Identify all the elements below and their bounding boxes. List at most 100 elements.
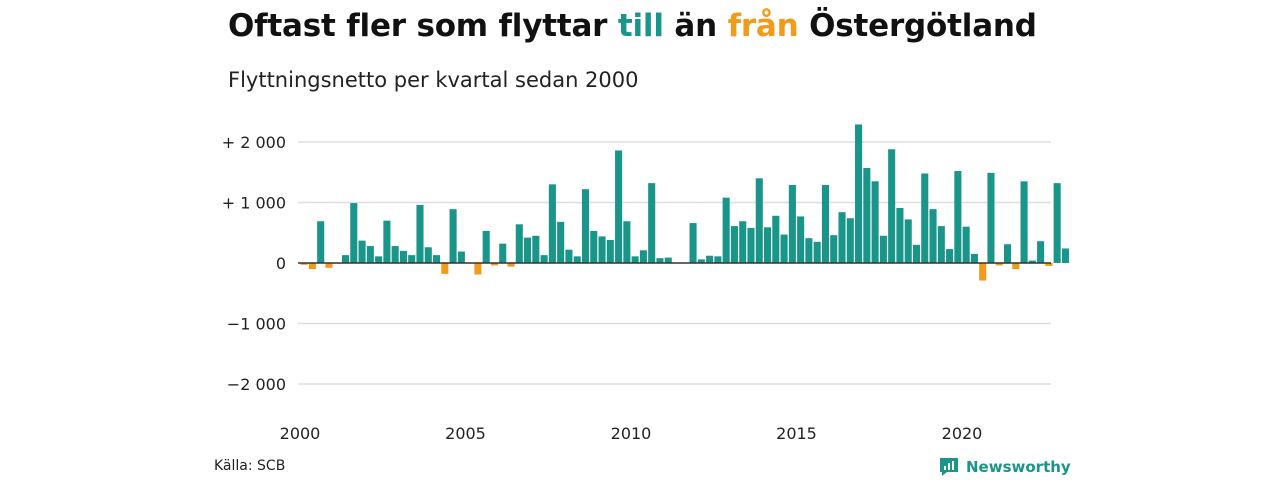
bar bbox=[548, 184, 556, 263]
bar bbox=[689, 223, 697, 263]
bar bbox=[366, 246, 374, 263]
bar bbox=[424, 247, 432, 263]
bar bbox=[1020, 181, 1028, 263]
chart-title: Oftast fler som flyttar till än från Öst… bbox=[228, 8, 1037, 44]
bar bbox=[788, 184, 796, 263]
bar bbox=[300, 263, 308, 265]
bar bbox=[474, 263, 482, 275]
bar bbox=[706, 255, 714, 263]
bar bbox=[755, 178, 763, 263]
bar bbox=[714, 256, 722, 263]
bar bbox=[664, 257, 672, 263]
bar bbox=[1012, 263, 1020, 270]
bar bbox=[1037, 241, 1045, 263]
bar bbox=[399, 250, 407, 263]
bar bbox=[499, 243, 507, 263]
x-tick-label: 2000 bbox=[280, 424, 321, 443]
bar bbox=[1061, 248, 1069, 263]
bar bbox=[929, 209, 937, 263]
bar bbox=[904, 219, 912, 263]
bar bbox=[648, 183, 656, 263]
bar bbox=[979, 263, 987, 281]
bar bbox=[631, 256, 639, 263]
bar bbox=[879, 235, 887, 263]
bar bbox=[863, 168, 871, 263]
bar bbox=[970, 253, 978, 263]
bar bbox=[515, 224, 523, 263]
bar bbox=[433, 255, 441, 263]
bar bbox=[888, 149, 896, 263]
bar bbox=[995, 263, 1003, 266]
bar bbox=[962, 226, 970, 263]
title-part-1: Oftast fler som flyttar bbox=[228, 8, 618, 44]
bar bbox=[532, 235, 540, 263]
bar bbox=[912, 244, 921, 263]
bar bbox=[540, 255, 548, 263]
bar bbox=[855, 124, 863, 263]
bar bbox=[639, 250, 647, 263]
bar bbox=[341, 255, 350, 263]
x-tick-label: 2005 bbox=[445, 424, 486, 443]
bar bbox=[830, 235, 838, 263]
bar bbox=[772, 215, 780, 263]
x-tick-label: 2020 bbox=[942, 424, 983, 443]
brand-name: Newsworthy bbox=[966, 458, 1071, 476]
y-tick-label: −1 000 bbox=[227, 315, 286, 334]
bar bbox=[730, 226, 738, 263]
bar bbox=[524, 237, 532, 263]
x-tick-label: 2015 bbox=[776, 424, 817, 443]
bar bbox=[606, 240, 614, 263]
y-tick-label: + 1 000 bbox=[222, 194, 286, 213]
bar bbox=[308, 263, 316, 270]
bar bbox=[383, 220, 391, 263]
title-highlight-till: till bbox=[617, 8, 664, 44]
bar bbox=[797, 216, 805, 263]
bar bbox=[325, 263, 333, 268]
bar bbox=[490, 263, 498, 266]
bar bbox=[1028, 260, 1036, 263]
bar bbox=[722, 197, 730, 263]
bar bbox=[656, 258, 664, 263]
newsworthy-logo-icon bbox=[940, 458, 958, 476]
bar bbox=[416, 204, 424, 263]
bar bbox=[1003, 244, 1012, 263]
bar bbox=[896, 207, 904, 263]
bar bbox=[871, 181, 879, 263]
bar bbox=[317, 221, 325, 263]
bar bbox=[821, 184, 829, 263]
bar bbox=[954, 171, 962, 263]
bar bbox=[1053, 183, 1061, 263]
bar bbox=[764, 227, 772, 263]
bar bbox=[449, 209, 457, 263]
bar bbox=[697, 259, 705, 263]
bar bbox=[838, 212, 846, 263]
bar bbox=[921, 173, 929, 263]
x-tick-label: 2010 bbox=[611, 424, 652, 443]
source-note: Källa: SCB bbox=[214, 458, 286, 474]
bar bbox=[813, 241, 821, 263]
bar bbox=[598, 236, 606, 263]
y-tick-label: −2 000 bbox=[227, 375, 286, 394]
bar bbox=[482, 230, 490, 263]
title-part-2: än bbox=[663, 8, 728, 44]
brand-logo: Newsworthy bbox=[938, 456, 1071, 478]
bar bbox=[350, 203, 358, 263]
bar bbox=[457, 251, 465, 263]
bar bbox=[441, 263, 449, 274]
title-part-3: Östergötland bbox=[798, 8, 1037, 44]
bar bbox=[358, 240, 366, 263]
title-highlight-fran: från bbox=[727, 8, 799, 44]
bar bbox=[581, 189, 590, 263]
bar bbox=[408, 255, 416, 263]
bar bbox=[747, 227, 755, 263]
bar bbox=[391, 246, 399, 263]
bar bbox=[507, 263, 515, 267]
bar bbox=[375, 256, 383, 263]
bar bbox=[573, 256, 581, 263]
bar bbox=[937, 226, 945, 263]
bar bbox=[590, 230, 598, 263]
bar bbox=[739, 221, 747, 263]
bar bbox=[565, 249, 573, 263]
y-tick-label: + 2 000 bbox=[222, 133, 286, 152]
